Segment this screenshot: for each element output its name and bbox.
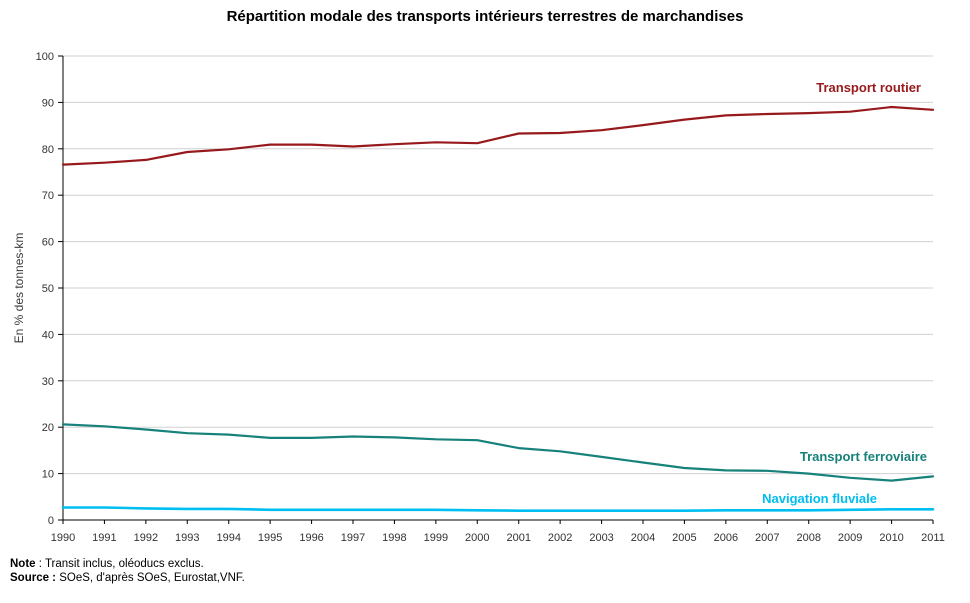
x-tick-label: 2000 xyxy=(465,532,489,544)
x-tick-label: 2008 xyxy=(796,532,820,544)
y-tick-label: 30 xyxy=(42,376,54,388)
x-tick-label: 1995 xyxy=(258,532,282,544)
y-tick-label: 10 xyxy=(42,469,54,481)
x-tick-label: 2003 xyxy=(589,532,613,544)
line-chart: 0 10 20 30 40 50 60 70 80 90 100 1990 1991 1992 1993 19… xyxy=(12,51,945,544)
footnote-source-label: Source : xyxy=(10,572,57,584)
footnote-note-label: Note xyxy=(10,558,36,570)
series-line-navigation-fluviale xyxy=(61,506,935,513)
x-tick-label: 1994 xyxy=(216,532,240,544)
x-tick-label: 1998 xyxy=(382,532,406,544)
x-tick-label: 2002 xyxy=(548,532,572,544)
y-tick-label: 90 xyxy=(42,97,54,109)
x-tick-label: 2011 xyxy=(921,532,945,544)
x-tick-label: 2007 xyxy=(755,532,779,544)
chart-labels: En % des tonnes-km Transport routier Tra… xyxy=(12,80,927,506)
x-tick-label: 2006 xyxy=(714,532,738,544)
series-line-transport-ferroviaire xyxy=(61,423,935,482)
series-label-transport-routier: Transport routier xyxy=(816,80,921,95)
footnote-source: Source : SOeS, d'après SOeS, Eurostat,VN… xyxy=(10,571,245,585)
x-tick-label: 1993 xyxy=(175,532,199,544)
x-tick-label: 1996 xyxy=(299,532,323,544)
footnote-source-text: SOeS, d'après SOeS, Eurostat,VNF. xyxy=(56,572,245,584)
y-tick-label: 0 xyxy=(48,515,54,527)
series-label-navigation-fluviale: Navigation fluviale xyxy=(762,491,877,506)
x-tick-label: 2001 xyxy=(506,532,530,544)
x-tick-label: 1999 xyxy=(424,532,448,544)
x-tick-label: 2010 xyxy=(879,532,903,544)
x-tick-label: 1991 xyxy=(92,532,116,544)
x-tick-label: 2004 xyxy=(631,532,655,544)
chart-footnotes: Note : Transit inclus, oléoducs exclus. … xyxy=(10,557,245,585)
x-tick-label: 1992 xyxy=(134,532,158,544)
footnote-note-text: : Transit inclus, oléoducs exclus. xyxy=(35,558,204,570)
y-axis-title: En % des tonnes-km xyxy=(12,233,26,344)
x-tick-label: 1997 xyxy=(341,532,365,544)
x-tick-label: 2009 xyxy=(838,532,862,544)
series-label-transport-ferroviaire: Transport ferroviaire xyxy=(800,449,927,464)
x-tick-label: 1990 xyxy=(51,532,75,544)
x-tick-label: 2005 xyxy=(672,532,696,544)
chart-title: Répartition modale des transports intéri… xyxy=(226,8,744,25)
y-tick-label: 20 xyxy=(42,422,54,434)
y-tick-label: 40 xyxy=(42,329,54,341)
y-tick-label: 60 xyxy=(42,237,54,249)
series-line-transport-routier xyxy=(61,105,935,166)
y-tick-label: 80 xyxy=(42,144,54,156)
y-tick-label: 70 xyxy=(42,190,54,202)
y-tick-label: 100 xyxy=(36,51,54,63)
y-tick-label: 50 xyxy=(42,283,54,295)
footnote-note: Note : Transit inclus, oléoducs exclus. xyxy=(10,557,245,571)
